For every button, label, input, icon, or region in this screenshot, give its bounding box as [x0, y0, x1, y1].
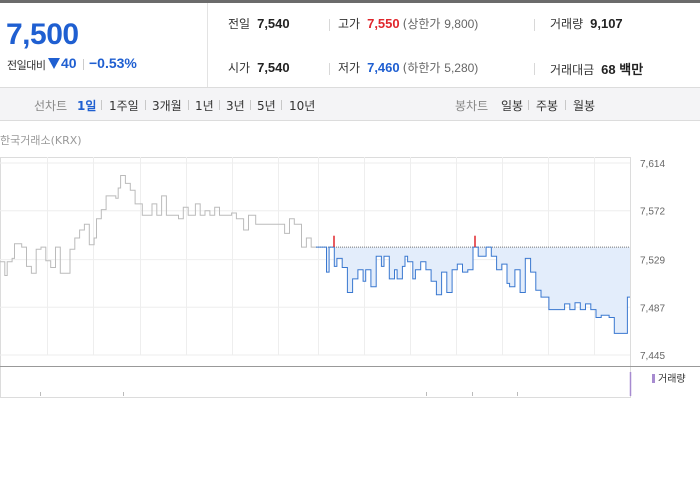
divider — [565, 100, 566, 110]
chart-period-bar: 선차트 1일 1주일 3개월 1년 3년 5년 10년 봉차트 일봉 주봉 월봉 — [0, 87, 700, 121]
y-tick-label: 7,572 — [640, 207, 665, 218]
candle-weekly[interactable]: 주봉 — [536, 99, 559, 113]
price-chart[interactable]: 7,614 7,572 7,529 7,487 7,445 거래량 — [0, 122, 700, 402]
change-rate: −0.53% — [89, 55, 137, 71]
candle-daily[interactable]: 일봉 — [501, 99, 524, 113]
y-tick-label: 7,487 — [640, 303, 665, 314]
y-axis-ticks: 7,614 7,572 7,529 7,487 7,445 — [640, 159, 665, 362]
volume-legend-label: 거래량 — [658, 373, 686, 385]
current-price: 7,500 — [6, 18, 79, 51]
limit-label: (하한가 — [402, 61, 441, 75]
divider — [188, 100, 189, 110]
today-price-line — [316, 246, 630, 334]
stat-trade-amount: 거래대금 68 백만 — [550, 59, 643, 78]
divider — [534, 19, 535, 31]
period-10y[interactable]: 10년 — [289, 99, 316, 113]
divider — [534, 63, 535, 75]
candle-chart-label: 봉차트 — [455, 99, 489, 113]
divider — [83, 59, 84, 70]
quote-stats: 전일 7,540 고가 7,550 (상한가 9,800) 거래량 9,107 시가 7,… — [209, 3, 700, 87]
period-3y[interactable]: 3년 — [226, 99, 245, 113]
divider — [329, 63, 330, 75]
stat-limit: (상한가 9,800) — [403, 17, 479, 31]
y-tick-label: 7,445 — [640, 351, 665, 362]
stat-label: 시가 — [228, 61, 251, 75]
stat-volume: 거래량 9,107 — [550, 15, 623, 32]
past-line-series — [0, 175, 316, 276]
period-1w[interactable]: 1주일 — [109, 99, 139, 113]
today-line-series — [316, 235, 630, 334]
volume-legend-swatch — [652, 374, 655, 383]
stat-value: 68 백만 — [601, 62, 644, 77]
stat-label: 고가 — [338, 17, 361, 31]
stat-value: 9,107 — [590, 16, 623, 31]
volume-panel: 거래량 — [40, 372, 686, 396]
change-value: 40 — [61, 55, 77, 71]
divider — [250, 100, 251, 110]
data-source-label: 한국거래소(KRX) — [0, 134, 82, 147]
price-panel: 7,500 전일대비 40 −0.53% — [0, 3, 208, 87]
stat-open: 시가 7,540 — [228, 59, 290, 76]
period-3m[interactable]: 3개월 — [152, 99, 182, 113]
chart-frame — [0, 157, 631, 398]
limit-value: 9,800) — [444, 17, 479, 31]
limit-label: (상한가 — [402, 17, 441, 31]
stat-prev-close: 전일 7,540 — [228, 15, 290, 32]
change-label: 전일대비 — [7, 59, 46, 72]
today-fill-area — [316, 247, 630, 334]
line-chart-label: 선차트 — [34, 99, 68, 113]
divider — [281, 100, 282, 110]
stat-value: 7,550 — [367, 16, 400, 31]
down-arrow-icon — [48, 58, 60, 69]
period-5y[interactable]: 5년 — [257, 99, 276, 113]
period-1d[interactable]: 1일 — [77, 99, 97, 113]
stat-value: 7,460 — [367, 60, 400, 75]
stat-label: 저가 — [338, 61, 361, 75]
stat-value: 7,540 — [257, 60, 290, 75]
top-border — [0, 0, 700, 3]
past-price-line — [0, 175, 316, 276]
divider — [528, 100, 529, 110]
divider — [219, 100, 220, 110]
stat-limit: (하한가 5,280) — [403, 61, 479, 75]
divider — [145, 100, 146, 110]
period-1y[interactable]: 1년 — [195, 99, 214, 113]
stat-label: 전일 — [228, 17, 251, 31]
divider — [101, 100, 102, 110]
stat-label: 거래대금 — [550, 63, 595, 77]
divider — [329, 19, 330, 31]
stat-low: 저가 7,460 (하한가 5,280) — [338, 59, 478, 76]
stat-high: 고가 7,550 (상한가 9,800) — [338, 15, 478, 32]
stat-label: 거래량 — [550, 17, 584, 31]
y-tick-label: 7,614 — [640, 159, 665, 170]
candle-monthly[interactable]: 월봉 — [573, 99, 596, 113]
y-tick-label: 7,529 — [640, 256, 665, 267]
stat-value: 7,540 — [257, 16, 290, 31]
limit-value: 5,280) — [444, 61, 479, 75]
